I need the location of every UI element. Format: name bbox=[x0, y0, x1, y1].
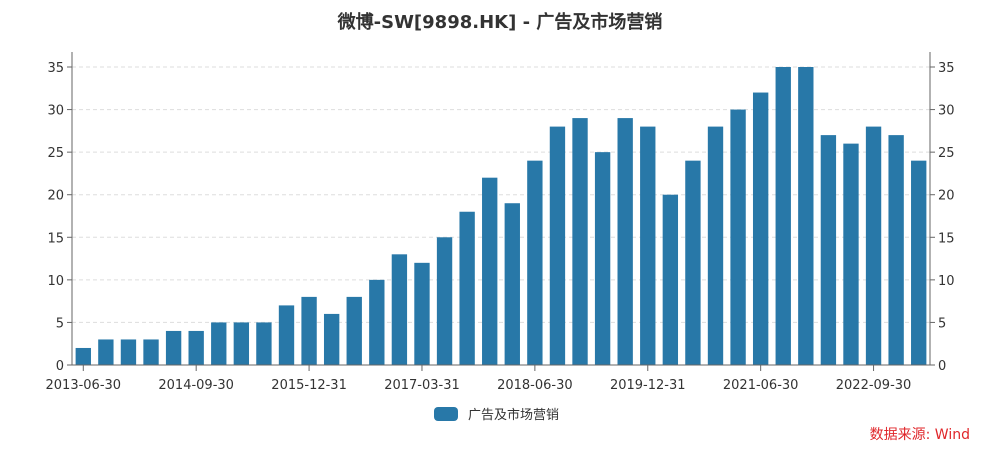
y-tick-label-left: 0 bbox=[56, 359, 64, 374]
bar[interactable] bbox=[211, 322, 227, 365]
bar[interactable] bbox=[165, 330, 182, 365]
y-tick-label-left: 30 bbox=[47, 104, 64, 119]
bar[interactable] bbox=[346, 296, 362, 365]
bar[interactable] bbox=[617, 118, 633, 365]
bar[interactable] bbox=[120, 339, 137, 365]
y-tick-label-right: 0 bbox=[938, 359, 946, 374]
y-tick-label-right: 10 bbox=[938, 274, 955, 289]
x-tick-label: 2015-12-31 bbox=[271, 378, 347, 393]
x-tick-label: 2022-09-30 bbox=[836, 378, 912, 393]
y-tick-label-left: 20 bbox=[47, 189, 64, 204]
bar[interactable] bbox=[662, 194, 679, 365]
y-tick-label-right: 25 bbox=[938, 146, 955, 161]
bar[interactable] bbox=[527, 160, 543, 365]
bar[interactable] bbox=[436, 237, 453, 365]
bar[interactable] bbox=[369, 279, 385, 365]
bar[interactable] bbox=[278, 305, 295, 365]
bar[interactable] bbox=[75, 347, 91, 365]
bar[interactable] bbox=[188, 330, 204, 365]
bar[interactable] bbox=[594, 152, 611, 365]
bar[interactable] bbox=[572, 118, 588, 365]
y-tick-label-left: 15 bbox=[47, 231, 64, 246]
bar[interactable] bbox=[707, 126, 724, 365]
x-tick-label: 2013-06-30 bbox=[46, 378, 122, 393]
bar[interactable] bbox=[98, 339, 114, 365]
y-tick-label-right: 20 bbox=[938, 189, 955, 204]
legend-swatch-icon bbox=[434, 406, 458, 421]
bar[interactable] bbox=[752, 92, 769, 366]
chart-title: 微博-SW[9898.HK] - 广告及市场营销 bbox=[337, 12, 663, 33]
bar[interactable] bbox=[459, 211, 475, 365]
y-tick-label-left: 5 bbox=[56, 316, 64, 331]
x-tick-label: 2017-03-31 bbox=[384, 378, 460, 393]
y-tick-label-right: 30 bbox=[938, 104, 955, 119]
x-tick-label: 2019-12-31 bbox=[610, 378, 686, 393]
bar[interactable] bbox=[911, 160, 927, 365]
bar[interactable] bbox=[301, 296, 317, 365]
bar[interactable] bbox=[482, 177, 498, 365]
bar[interactable] bbox=[323, 313, 340, 365]
bar[interactable] bbox=[865, 126, 882, 365]
bar[interactable] bbox=[549, 126, 566, 365]
axes: 0 0 5 5 10 10 15 15 20 20 25 25 30 30 35 35 2013-06-30 20… bbox=[46, 52, 955, 393]
bar[interactable] bbox=[391, 254, 408, 365]
y-tick-label-left: 35 bbox=[47, 61, 64, 76]
x-tick-label: 2018-06-30 bbox=[497, 378, 573, 393]
y-tick-label-right: 5 bbox=[938, 316, 946, 331]
y-tick-label-right: 35 bbox=[938, 61, 955, 76]
bar[interactable] bbox=[685, 160, 701, 365]
bar[interactable] bbox=[414, 262, 430, 365]
data-source: 数据来源: Wind bbox=[869, 427, 970, 443]
bar[interactable] bbox=[843, 143, 859, 365]
legend[interactable]: 广告及市场营销 bbox=[434, 404, 559, 423]
bar[interactable] bbox=[143, 339, 159, 365]
bar[interactable] bbox=[504, 203, 520, 365]
x-tick-label: 2014-09-30 bbox=[158, 378, 234, 393]
bar-series bbox=[75, 67, 927, 366]
bar[interactable] bbox=[233, 322, 250, 365]
bar[interactable] bbox=[775, 67, 791, 365]
bar[interactable] bbox=[730, 109, 746, 365]
y-tick-label-left: 10 bbox=[47, 274, 64, 289]
y-tick-label-right: 15 bbox=[938, 231, 955, 246]
legend-label: 广告及市场营销 bbox=[468, 408, 560, 423]
x-tick-label: 2021-06-30 bbox=[723, 378, 799, 393]
bar[interactable] bbox=[640, 126, 656, 365]
y-tick-label-left: 25 bbox=[47, 146, 64, 161]
bar[interactable] bbox=[888, 135, 904, 365]
bar[interactable] bbox=[820, 135, 837, 365]
bar[interactable] bbox=[798, 67, 814, 365]
bar[interactable] bbox=[256, 322, 272, 365]
